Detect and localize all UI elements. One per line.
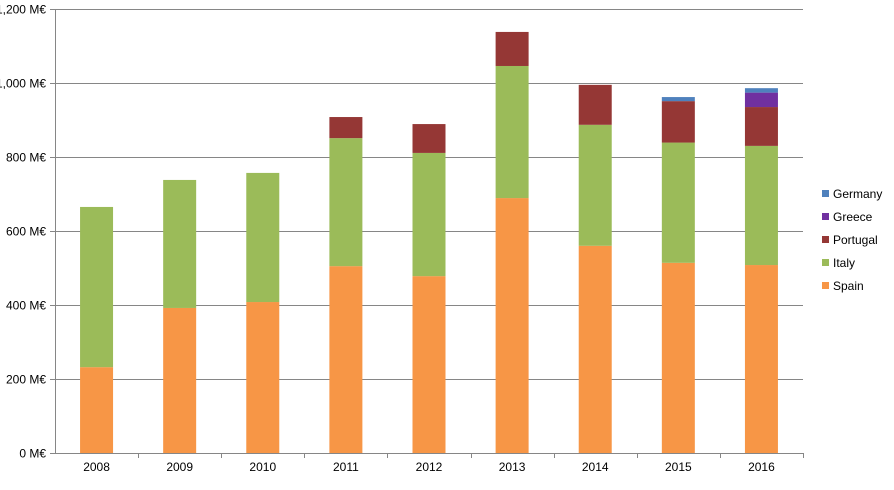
y-tick-label: 800 M€ [6,151,46,165]
bar-portugal-2012 [412,124,446,153]
bar-portugal-2014 [578,84,612,125]
bar-italy-2008 [80,206,114,368]
bar-spain-2013 [495,198,529,453]
bar-germany-2016 [744,88,778,93]
x-tick-label: 2011 [333,460,359,474]
bar-italy-2015 [661,142,695,263]
bars [80,31,778,453]
bar-spain-2015 [661,262,695,453]
y-tick-label: 600 M€ [6,225,46,239]
x-tick-label: 2012 [416,460,443,474]
bar-italy-2009 [163,179,197,308]
legend-swatch-greece [822,213,829,220]
bar-spain-2011 [329,266,363,453]
bar-spain-2014 [578,245,612,453]
bar-portugal-2013 [495,31,529,66]
y-tick-label: 1,000 M€ [0,77,46,91]
bar-italy-2016 [744,145,778,266]
bar-spain-2010 [246,302,280,453]
legend-swatch-italy [822,259,829,266]
y-tick-label: 400 M€ [6,299,46,313]
bar-italy-2011 [329,138,363,267]
bar-spain-2016 [744,265,778,453]
x-tick-label: 2013 [499,460,526,474]
legend-label: Portugal [833,233,878,247]
bar-italy-2010 [246,172,280,303]
legend-label: Spain [833,279,864,293]
bar-italy-2013 [495,65,529,199]
x-tick-label: 2008 [83,460,110,474]
bar-italy-2014 [578,124,612,246]
y-tick-label: 200 M€ [6,373,46,387]
bar-italy-2012 [412,152,446,277]
axes: 0 M€ 200 M€ 400 M€ 600 M€ 800 M€ 1,000 M€ 1,20… [0,3,804,474]
bar-spain-2008 [80,367,114,453]
y-tick-label: 0 M€ [19,447,46,461]
legend-swatch-germany [822,190,829,197]
legend-swatch-portugal [822,236,829,243]
legend-label: Greece [833,210,873,224]
bar-portugal-2015 [661,101,695,143]
x-tick-label: 2016 [748,460,775,474]
bar-spain-2009 [163,307,197,453]
legend-label: Italy [833,256,855,270]
legend-swatch-spain [822,282,829,289]
bar-greece-2016 [744,92,778,108]
bar-portugal-2016 [744,107,778,146]
bar-portugal-2011 [329,117,363,139]
x-tick-label: 2014 [582,460,609,474]
x-tick-label: 2015 [665,460,692,474]
legend: Germany Greece Portugal Italy Spain [822,187,882,293]
bar-germany-2015 [661,97,695,102]
x-tick-label: 2009 [166,460,193,474]
y-tick-label: 1,200 M€ [0,3,46,17]
legend-label: Germany [833,187,882,201]
bar-spain-2012 [412,276,446,453]
x-tick-label: 2010 [249,460,276,474]
